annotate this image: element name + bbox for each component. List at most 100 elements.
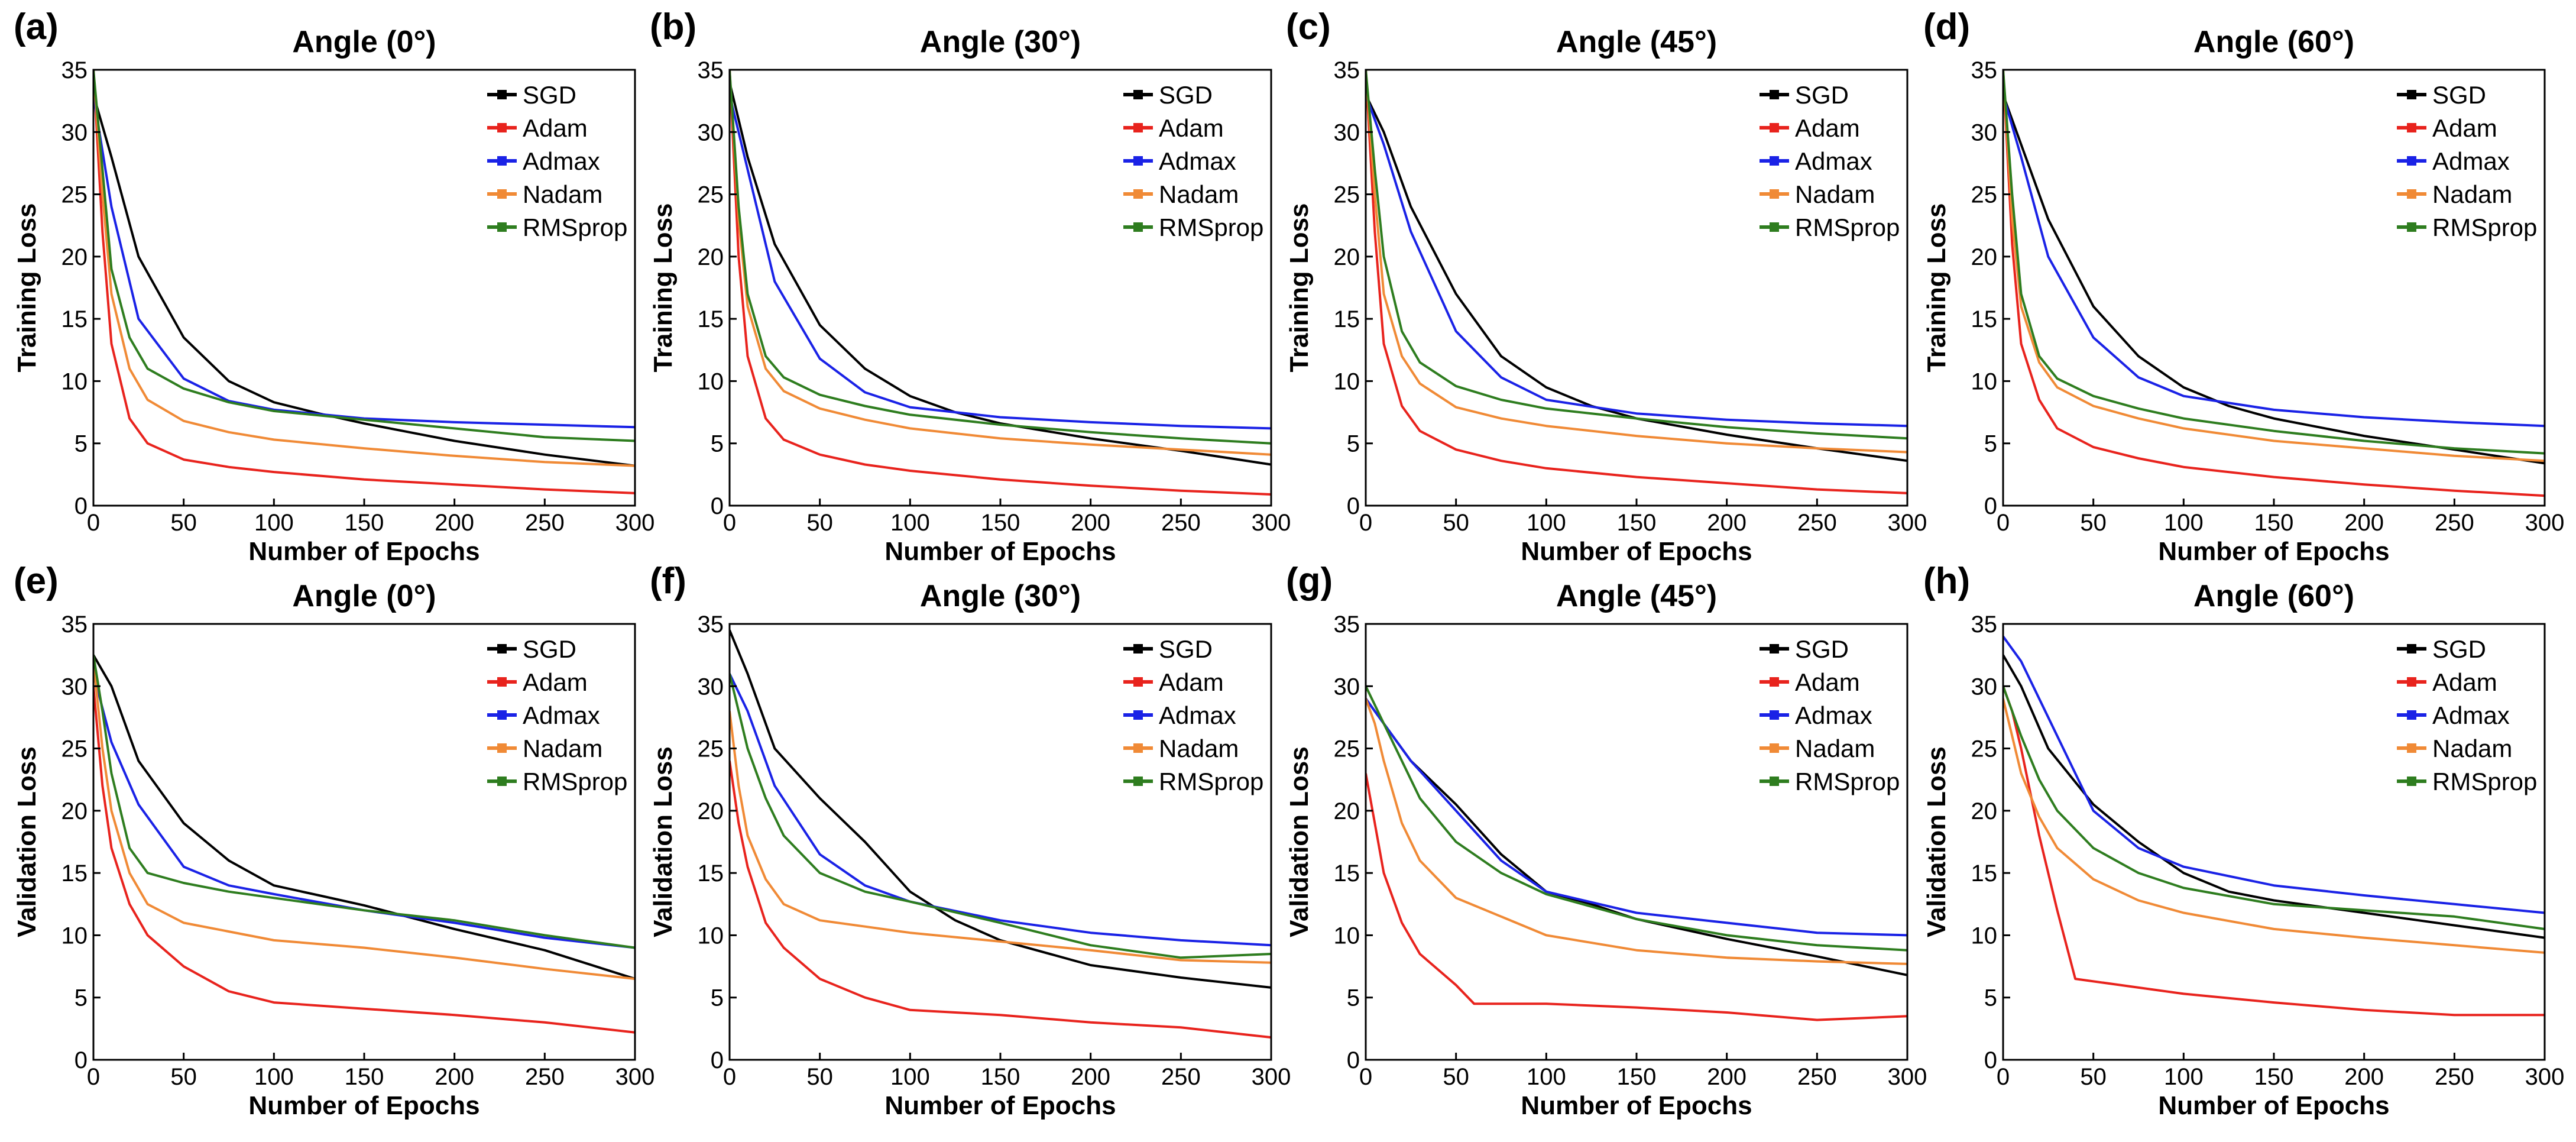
series-line-sgd	[93, 654, 635, 981]
y-tick-label: 20	[1334, 244, 1360, 270]
legend-label-sgd: SGD	[523, 635, 576, 663]
x-tick-label: 200	[2344, 1064, 2384, 1090]
panel-title: Angle (45°)	[1556, 25, 1717, 59]
x-tick-label: 150	[1617, 1064, 1657, 1090]
y-tick-label: 25	[698, 182, 724, 208]
x-tick-label: 0	[1997, 510, 2010, 536]
panel-h: (h) Angle (60°) 0 50 100 150 200 250 300 0 5 10 15 20…	[1922, 561, 2564, 1120]
y-tick-label: 15	[1334, 306, 1360, 332]
y-tick-label: 35	[1334, 612, 1360, 638]
x-tick-label: 100	[1527, 1064, 1566, 1090]
y-tick-label: 15	[61, 306, 88, 332]
legend-marker-sgd	[1770, 644, 1779, 654]
y-tick-label: 35	[698, 57, 724, 83]
panel-e: (e) Angle (0°) 0 50 100 150 200 250 300 0 5 10 15 20 2…	[12, 561, 654, 1120]
y-axis-label: Training Loss	[12, 203, 41, 372]
x-tick-label: 50	[170, 1064, 197, 1090]
legend-marker-adam	[1770, 677, 1779, 687]
legend-label-nadam: Nadam	[523, 180, 602, 208]
panel-letter: (f)	[650, 561, 686, 601]
y-tick-label: 30	[698, 674, 724, 700]
series-line-admax	[730, 94, 1271, 430]
x-tick-label: 250	[1161, 1064, 1201, 1090]
legend-marker-admax	[1133, 710, 1143, 720]
y-tick-label: 30	[1971, 674, 1998, 700]
legend-marker-sgd	[497, 90, 507, 99]
x-tick-label: 0	[1359, 1064, 1372, 1090]
series-line-admax	[93, 673, 635, 949]
series-line-nadam	[1366, 70, 1907, 454]
x-tick-label: 0	[1997, 1064, 2010, 1090]
x-axis-label: Number of Epochs	[1521, 537, 1752, 566]
y-tick-label: 30	[1971, 119, 1998, 145]
x-tick-label: 50	[806, 1064, 833, 1090]
x-tick-label: 0	[723, 1064, 736, 1090]
panel-letter: (b)	[650, 7, 696, 47]
legend-label-rmsprop: RMSprop	[1159, 768, 1263, 795]
legend-label-nadam: Nadam	[1159, 180, 1239, 208]
y-tick-label: 30	[61, 119, 88, 145]
legend-label-rmsprop: RMSprop	[523, 768, 627, 795]
x-tick-label: 0	[87, 510, 100, 536]
legend-marker-nadam	[2407, 743, 2416, 753]
series-line-adam	[1366, 773, 1907, 1021]
x-axis-label: Number of Epochs	[884, 537, 1116, 566]
x-tick-label: 200	[1071, 1064, 1110, 1090]
y-tick-label: 5	[1984, 431, 1997, 457]
y-tick-label: 25	[61, 736, 88, 762]
panel-d: (d) Angle (60°) 0 50 100 150 200 250 300 0 5 10 15 20…	[1922, 7, 2564, 566]
y-tick-label: 10	[1334, 368, 1360, 394]
x-tick-label: 0	[1359, 510, 1372, 536]
panel-title: Angle (45°)	[1556, 579, 1717, 613]
series-line-admax	[2003, 635, 2545, 914]
x-tick-label: 100	[2164, 1064, 2204, 1090]
y-tick-label: 10	[698, 368, 724, 394]
legend-marker-admax	[1133, 156, 1143, 166]
x-tick-label: 300	[1888, 510, 1927, 536]
legend-marker-admax	[497, 710, 507, 720]
legend-label-nadam: Nadam	[1795, 180, 1875, 208]
y-tick-label: 15	[1971, 860, 1998, 887]
legend-label-admax: Admax	[1159, 701, 1236, 729]
y-axis-label: Validation Loss	[649, 746, 678, 937]
x-tick-label: 300	[1252, 1064, 1291, 1090]
panel-g: (g) Angle (45°) 0 50 100 150 200 250 300 0 5 10 15 20…	[1285, 561, 1927, 1120]
y-tick-label: 10	[1971, 368, 1998, 394]
legend-marker-nadam	[497, 743, 507, 753]
x-tick-label: 250	[1797, 1064, 1837, 1090]
x-tick-label: 200	[1071, 510, 1110, 536]
x-tick-label: 150	[1617, 510, 1657, 536]
x-tick-label: 200	[2344, 510, 2384, 536]
legend-marker-nadam	[1770, 743, 1779, 753]
legend-marker-nadam	[497, 189, 507, 199]
panel-title: Angle (60°)	[2193, 25, 2354, 59]
y-tick-label: 5	[1984, 985, 1997, 1011]
x-tick-label: 100	[890, 510, 930, 536]
x-tick-label: 50	[2080, 510, 2107, 536]
legend-marker-nadam	[1133, 189, 1143, 199]
x-tick-label: 150	[981, 510, 1020, 536]
panel-letter: (d)	[1923, 7, 1970, 47]
y-axis-label: Validation Loss	[12, 746, 41, 937]
y-tick-label: 35	[61, 57, 88, 83]
series-line-sgd	[1366, 94, 1907, 462]
panel-title: Angle (30°)	[920, 579, 1081, 613]
series-line-adam	[730, 70, 1271, 496]
legend-marker-admax	[497, 156, 507, 166]
legend-marker-admax	[1770, 710, 1779, 720]
x-tick-label: 100	[254, 1064, 294, 1090]
series-line-nadam	[2003, 698, 2545, 954]
y-tick-label: 20	[698, 244, 724, 270]
x-tick-label: 150	[2254, 510, 2294, 536]
x-tick-label: 250	[2435, 1064, 2474, 1090]
y-tick-label: 25	[698, 736, 724, 762]
legend-label-rmsprop: RMSprop	[1795, 768, 1900, 795]
y-tick-label: 15	[698, 860, 724, 887]
panel-letter: (h)	[1923, 561, 1970, 601]
legend-marker-adam	[2407, 123, 2416, 132]
y-tick-label: 35	[1971, 57, 1998, 83]
y-tick-label: 15	[698, 306, 724, 332]
y-tick-label: 0	[1347, 1047, 1360, 1073]
series-line-rmsprop	[730, 673, 1271, 959]
